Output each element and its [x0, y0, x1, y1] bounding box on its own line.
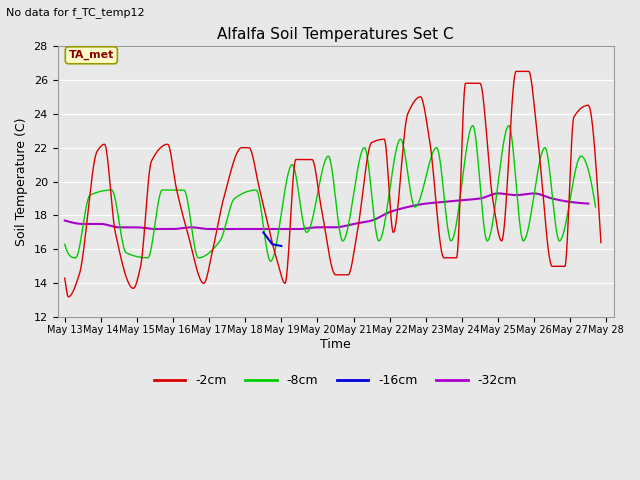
X-axis label: Time: Time: [320, 337, 351, 350]
Text: TA_met: TA_met: [68, 50, 114, 60]
Title: Alfalfa Soil Temperatures Set C: Alfalfa Soil Temperatures Set C: [217, 27, 454, 42]
Legend: -2cm, -8cm, -16cm, -32cm: -2cm, -8cm, -16cm, -32cm: [149, 369, 522, 392]
Y-axis label: Soil Temperature (C): Soil Temperature (C): [15, 117, 28, 246]
Text: No data for f_TC_temp12: No data for f_TC_temp12: [6, 7, 145, 18]
